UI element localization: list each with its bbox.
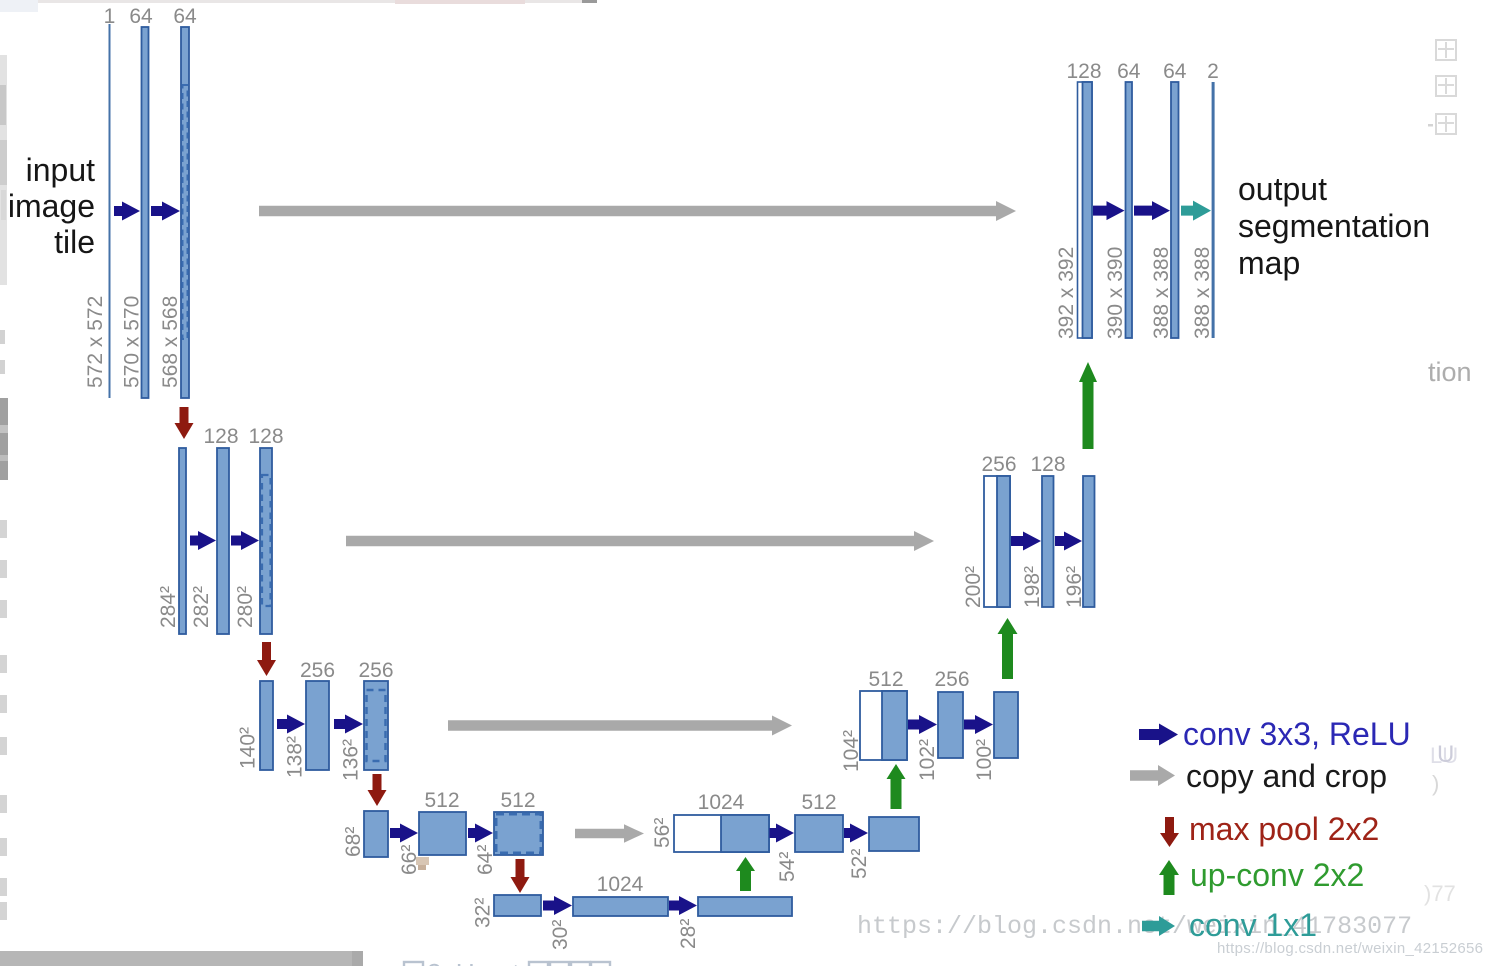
svg-text:https://blog.csdn.net/weixin_4: https://blog.csdn.net/weixin_41783077 bbox=[857, 912, 1412, 941]
svg-text:up-conv 2x2: up-conv 2x2 bbox=[1190, 857, 1364, 893]
svg-text:64: 64 bbox=[129, 5, 153, 28]
svg-text:conv 1x1: conv 1x1 bbox=[1189, 907, 1317, 943]
svg-text:256: 256 bbox=[934, 668, 969, 691]
svg-text:136²: 136² bbox=[340, 739, 363, 781]
svg-text:68²: 68² bbox=[342, 827, 365, 857]
svg-text:196²: 196² bbox=[1063, 566, 1086, 608]
svg-text:138²: 138² bbox=[284, 736, 307, 778]
svg-text:388 x 388: 388 x 388 bbox=[1150, 247, 1173, 339]
svg-text:64²: 64² bbox=[474, 845, 497, 875]
svg-text:100²: 100² bbox=[973, 739, 996, 781]
svg-text:https://blog.csdn.net/weixin_4: https://blog.csdn.net/weixin_42152656 bbox=[1217, 940, 1483, 957]
svg-text:512: 512 bbox=[868, 668, 903, 691]
svg-text:140²: 140² bbox=[237, 727, 260, 769]
svg-text:198²: 198² bbox=[1021, 566, 1044, 608]
svg-text:max pool 2x2: max pool 2x2 bbox=[1189, 811, 1379, 847]
svg-text:572 x 572: 572 x 572 bbox=[84, 296, 107, 388]
svg-text:64: 64 bbox=[1117, 60, 1141, 83]
svg-text:284²: 284² bbox=[157, 586, 180, 628]
svg-text:52²: 52² bbox=[848, 849, 871, 879]
svg-text:388 x 388: 388 x 388 bbox=[1191, 247, 1214, 339]
svg-text:200²: 200² bbox=[962, 566, 985, 608]
svg-text:image: image bbox=[8, 188, 95, 224]
svg-text:1024: 1024 bbox=[698, 791, 745, 814]
svg-text:LU: LU bbox=[1430, 743, 1458, 768]
svg-text:output: output bbox=[1238, 171, 1327, 207]
svg-text:256: 256 bbox=[300, 659, 335, 682]
svg-text:)77: )77 bbox=[1424, 881, 1456, 906]
svg-text:1024: 1024 bbox=[597, 873, 644, 896]
svg-text:512: 512 bbox=[424, 789, 459, 812]
svg-text:2: 2 bbox=[1207, 60, 1219, 83]
svg-text:54²: 54² bbox=[776, 852, 799, 882]
svg-text:U: U bbox=[1437, 741, 1454, 768]
svg-text:280²: 280² bbox=[234, 586, 257, 628]
svg-text:conv 3x3, ReLU: conv 3x3, ReLU bbox=[1183, 716, 1411, 752]
svg-text:input: input bbox=[26, 152, 96, 188]
svg-text:3: U-net: 3: U-net bbox=[427, 958, 520, 966]
svg-text:256: 256 bbox=[981, 453, 1016, 476]
svg-text:128: 128 bbox=[248, 425, 283, 448]
svg-text:568 x 568: 568 x 568 bbox=[159, 296, 182, 388]
svg-text:56²: 56² bbox=[651, 818, 674, 848]
svg-text:128: 128 bbox=[203, 425, 238, 448]
svg-text:102²: 102² bbox=[916, 739, 939, 781]
svg-text:512: 512 bbox=[500, 789, 535, 812]
svg-text:copy and crop: copy and crop bbox=[1186, 758, 1387, 794]
svg-text:64: 64 bbox=[173, 5, 197, 28]
svg-text:256: 256 bbox=[358, 659, 393, 682]
svg-text:64: 64 bbox=[1163, 60, 1187, 83]
svg-text:tion: tion bbox=[1428, 357, 1472, 387]
svg-text:32²: 32² bbox=[472, 898, 495, 928]
svg-text:tile: tile bbox=[54, 224, 95, 260]
svg-text:): ) bbox=[1432, 771, 1439, 796]
svg-text:map: map bbox=[1238, 245, 1300, 281]
svg-text:30²: 30² bbox=[549, 920, 572, 950]
svg-text:128: 128 bbox=[1066, 60, 1101, 83]
svg-text:66²: 66² bbox=[398, 845, 421, 875]
svg-text:segmentation: segmentation bbox=[1238, 208, 1430, 244]
svg-text:104²: 104² bbox=[840, 730, 863, 772]
svg-text:28²: 28² bbox=[677, 919, 700, 949]
svg-text:128: 128 bbox=[1030, 453, 1065, 476]
svg-text:282²: 282² bbox=[190, 586, 213, 628]
svg-text:1: 1 bbox=[104, 5, 116, 28]
svg-text:570 x 570: 570 x 570 bbox=[121, 296, 144, 388]
svg-text:512: 512 bbox=[801, 791, 836, 814]
svg-text:390 x 390: 390 x 390 bbox=[1104, 247, 1127, 339]
svg-text:392 x 392: 392 x 392 bbox=[1055, 247, 1078, 339]
